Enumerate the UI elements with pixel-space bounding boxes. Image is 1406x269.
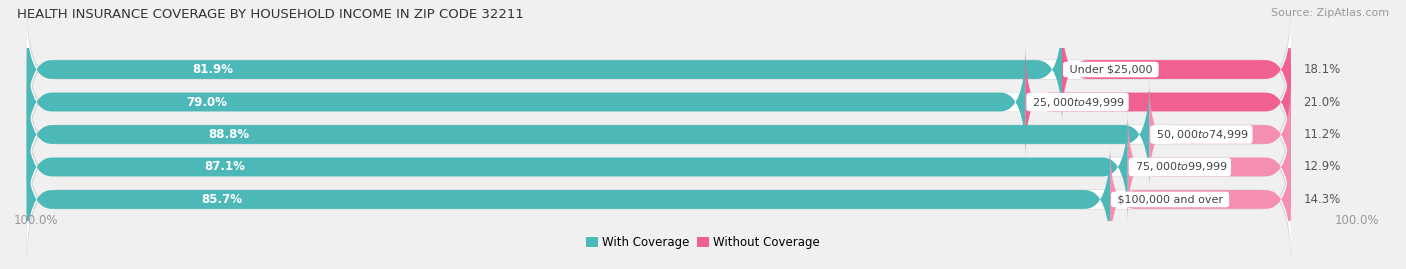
- FancyBboxPatch shape: [27, 111, 1128, 222]
- FancyBboxPatch shape: [27, 96, 1291, 238]
- FancyBboxPatch shape: [1111, 144, 1291, 255]
- FancyBboxPatch shape: [1149, 79, 1291, 190]
- Text: 79.0%: 79.0%: [186, 95, 226, 108]
- Text: Source: ZipAtlas.com: Source: ZipAtlas.com: [1271, 8, 1389, 18]
- FancyBboxPatch shape: [27, 31, 1291, 173]
- Text: $25,000 to $49,999: $25,000 to $49,999: [1029, 95, 1126, 108]
- Text: 14.3%: 14.3%: [1303, 193, 1341, 206]
- Text: 87.1%: 87.1%: [204, 161, 245, 174]
- Text: 11.2%: 11.2%: [1303, 128, 1341, 141]
- Text: 100.0%: 100.0%: [1334, 214, 1379, 227]
- Text: Under $25,000: Under $25,000: [1066, 65, 1156, 75]
- FancyBboxPatch shape: [27, 63, 1291, 206]
- FancyBboxPatch shape: [1062, 14, 1291, 125]
- FancyBboxPatch shape: [27, 128, 1291, 269]
- Text: 85.7%: 85.7%: [201, 193, 242, 206]
- Text: $100,000 and over: $100,000 and over: [1114, 194, 1226, 204]
- Text: $75,000 to $99,999: $75,000 to $99,999: [1132, 161, 1229, 174]
- Legend: With Coverage, Without Coverage: With Coverage, Without Coverage: [582, 232, 824, 253]
- FancyBboxPatch shape: [27, 40, 1291, 164]
- FancyBboxPatch shape: [1128, 111, 1291, 222]
- Text: 88.8%: 88.8%: [208, 128, 249, 141]
- FancyBboxPatch shape: [27, 47, 1025, 158]
- FancyBboxPatch shape: [27, 14, 1062, 125]
- FancyBboxPatch shape: [27, 105, 1291, 229]
- FancyBboxPatch shape: [27, 144, 1111, 255]
- Text: $50,000 to $74,999: $50,000 to $74,999: [1153, 128, 1250, 141]
- FancyBboxPatch shape: [1025, 47, 1291, 158]
- Text: 100.0%: 100.0%: [14, 214, 59, 227]
- FancyBboxPatch shape: [27, 8, 1291, 132]
- FancyBboxPatch shape: [27, 79, 1149, 190]
- Text: HEALTH INSURANCE COVERAGE BY HOUSEHOLD INCOME IN ZIP CODE 32211: HEALTH INSURANCE COVERAGE BY HOUSEHOLD I…: [17, 8, 524, 21]
- Text: 81.9%: 81.9%: [193, 63, 233, 76]
- Text: 12.9%: 12.9%: [1303, 161, 1341, 174]
- FancyBboxPatch shape: [27, 0, 1291, 141]
- Text: 18.1%: 18.1%: [1303, 63, 1341, 76]
- Text: 21.0%: 21.0%: [1303, 95, 1341, 108]
- FancyBboxPatch shape: [27, 72, 1291, 197]
- FancyBboxPatch shape: [27, 137, 1291, 261]
